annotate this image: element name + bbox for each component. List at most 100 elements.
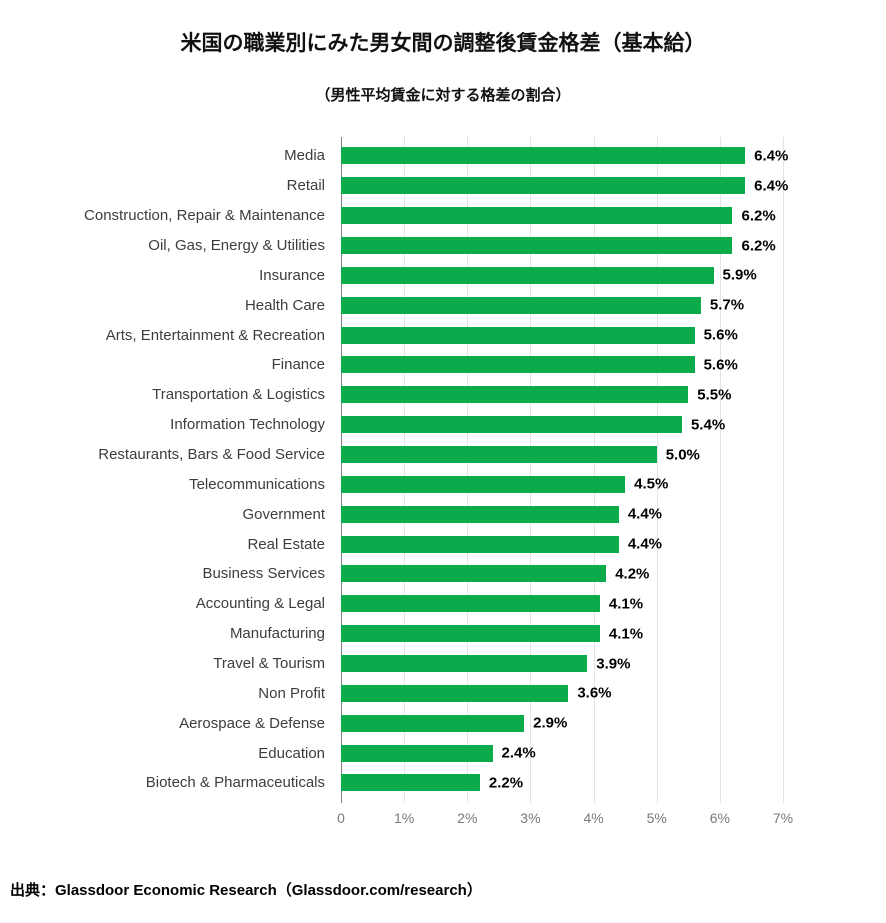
bar [341,684,569,702]
bar-row: Insurance 5.9% [0,260,886,290]
bar [341,565,607,583]
plot-cell: 5.6% [341,326,783,344]
bar [341,774,480,792]
bar [341,356,695,374]
x-axis: 0 1% 2% 3% 4% 5% 6% 7% [337,810,793,830]
gridline [530,137,532,803]
bar [341,207,733,225]
x-tick-label: 7% [772,810,794,826]
value-label: 5.9% [722,266,757,284]
value-label: 5.6% [703,356,738,374]
bar-row: Media 6.4% [0,141,886,171]
bar-row: Retail 6.4% [0,171,886,201]
bar-row: Construction, Repair & Maintenance 6.2% [0,201,886,231]
bar [341,386,689,404]
bar [341,416,682,434]
bar [341,625,600,643]
category-label: Telecommunications [189,475,325,493]
value-label: 3.9% [596,655,631,673]
bar [341,237,733,254]
category-label: Construction, Repair & Maintenance [84,207,325,225]
plot-cell: 5.0% [341,446,783,464]
bar-row: Oil, Gas, Energy & Utilities 6.2% [0,231,886,261]
bar-row: Restaurants, Bars & Food Service 5.0% [0,440,886,470]
category-label: Insurance [259,266,325,284]
bar-row: Real Estate 4.4% [0,529,886,559]
category-label: Education [258,744,325,762]
value-label: 4.2% [615,565,650,583]
y-axis-line [341,137,342,803]
bar-row: Transportation & Logistics 5.5% [0,380,886,410]
plot-cell: 5.5% [341,386,783,404]
plot-cell: 4.1% [341,595,783,613]
bar [341,655,588,673]
category-label: Health Care [244,296,325,314]
bar-row: Arts, Entertainment & Recreation 5.6% [0,320,886,350]
gridline [656,137,658,803]
x-tick-label: 5% [646,810,667,826]
plot-cell: 4.1% [341,625,783,643]
bar-row: Accounting & Legal 4.1% [0,589,886,619]
bar [341,326,695,344]
bar-row: Aerospace & Defense 2.9% [0,708,886,738]
value-label: 4.4% [627,535,663,553]
plot-cell: 3.6% [341,684,783,702]
value-label: 3.6% [577,684,612,702]
chart-subtitle: （男性平均賃金に対する格差の割合） [315,87,571,104]
bar-chart: Media 6.4% Retail 6.4% Construction, Repair … [0,137,886,831]
category-label: Transportation & Logistics [152,386,325,404]
value-label: 6.4% [754,147,789,165]
x-tick-label: 6% [709,810,730,826]
category-label: Restaurants, Bars & Food Service [98,446,325,464]
value-label: 5.0% [665,446,700,464]
plot-cell: 5.9% [341,266,783,284]
plot-cell: 5.7% [341,296,783,314]
gridline [719,137,721,803]
category-label: Media [284,147,325,165]
plot-cell: 6.2% [341,207,783,225]
plot-cell: 6.4% [341,147,788,165]
value-label: 5.6% [703,326,738,344]
bar-rows: Media 6.4% Retail 6.4% Construction, Repair … [0,141,886,798]
bar [341,744,493,762]
value-label: 4.1% [608,625,644,643]
gridline [783,137,784,803]
plot-cell: 4.5% [341,475,783,493]
category-label: Accounting & Legal [195,595,325,613]
category-label: Manufacturing [229,625,325,643]
category-label: Business Services [202,565,325,583]
bar [341,714,525,732]
plot-cell: 2.2% [341,774,783,792]
bar [341,595,600,613]
plot-cell: 3.9% [341,655,783,673]
x-tick-label: 0 [337,810,345,826]
bar [341,505,619,523]
bar [341,535,619,553]
bar [341,475,626,493]
bar-row: Manufacturing 4.1% [0,619,886,649]
bar-row: Telecommunications 4.5% [0,469,886,499]
value-label: 5.7% [709,296,745,314]
bar-row: Travel & Tourism 3.9% [0,649,886,679]
category-label: Finance [271,356,325,374]
bar-row: Business Services 4.2% [0,559,886,589]
plot-cell: 4.2% [341,565,783,583]
gridline [593,137,595,803]
value-label: 2.2% [488,774,524,792]
bar-row: Finance 5.6% [0,350,886,380]
bar [341,147,746,165]
category-label: Travel & Tourism [213,655,325,673]
category-label: Information Technology [170,416,325,434]
plot-cell: 4.4% [341,535,783,553]
category-label: Retail [286,177,325,195]
value-label: 5.4% [690,416,726,434]
bar-row: Information Technology 5.4% [0,410,886,440]
plot-cell: 2.9% [341,714,783,732]
bar-row: Education 2.4% [0,738,886,768]
plot-cell: 2.4% [341,744,783,762]
plot-cell: 5.4% [341,416,783,434]
x-tick-label: 4% [583,810,604,826]
gridlines [341,137,784,803]
x-tick-label: 1% [394,810,415,826]
category-label: Real Estate [247,535,325,553]
